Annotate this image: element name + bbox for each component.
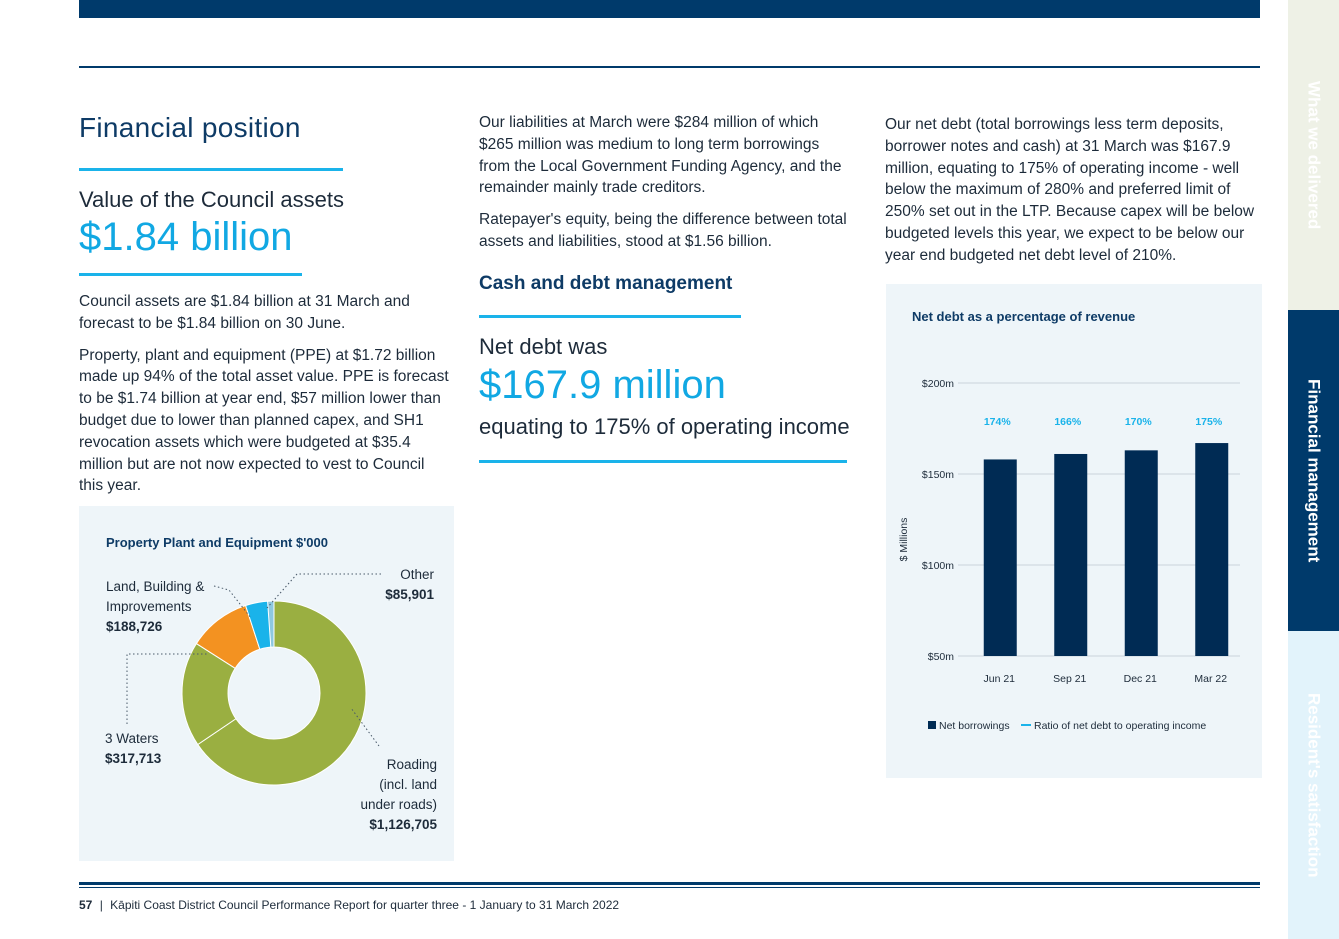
page-number: 57: [79, 898, 93, 912]
top-banner: [79, 0, 1260, 18]
leader-line: [126, 653, 209, 724]
ppe-chart-title: Property Plant and Equipment $'000: [106, 535, 328, 550]
footer-rule-thin: [79, 887, 1260, 888]
slice-value: $85,901: [385, 587, 434, 602]
x-tick-label: Mar 22: [1194, 673, 1227, 685]
assets-label: Value of the Council assets: [79, 187, 344, 212]
assets-paragraph: Council assets are $1.84 billion at 31 M…: [79, 293, 410, 332]
slice-label: Improvements: [106, 599, 192, 614]
netdebt-chart-title: Net debt as a percentage of revenue: [912, 309, 1136, 324]
cash-debt-underline: [479, 314, 741, 318]
tab-residents-satisfaction[interactable]: Resident's satisfaction: [1288, 631, 1339, 939]
tab-label: What we delivered: [1304, 80, 1324, 230]
liabilities-paragraph: Our liabilities at March were $284 milli…: [479, 114, 842, 197]
pie-slice: [267, 600, 275, 648]
x-tick-label: Sep 21: [1053, 673, 1086, 685]
bar: [1124, 450, 1158, 656]
slice-value: $1,126,705: [369, 817, 437, 832]
assets-underline: [79, 273, 302, 276]
y-tick-label: $200m: [922, 378, 954, 390]
tab-financial-management[interactable]: Financial management: [1288, 310, 1339, 631]
netdebt-value: $167.9 million: [479, 362, 726, 407]
column-right: Our net debt (total borrowings less term…: [885, 114, 1261, 267]
ratio-label: 174%: [984, 416, 1012, 428]
y-axis-label: $ Millions: [898, 518, 910, 562]
page-title: Financial position: [79, 112, 301, 143]
footer-rule: [79, 882, 1260, 885]
netdebt-chart-panel: Net debt as a percentage of revenue $50m…: [886, 284, 1262, 778]
ppe-paragraph: Property, plant and equipment (PPE) at $…: [79, 346, 449, 495]
y-tick-label: $100m: [922, 560, 954, 572]
slice-label: Land, Building &: [106, 579, 204, 594]
legend-label: Ratio of net debt to operating income: [1034, 720, 1206, 732]
netdebt-label: Net debt was: [479, 333, 608, 359]
netdebt-underline: [479, 459, 847, 463]
tab-label: Financial management: [1304, 378, 1324, 563]
tab-label: Resident's satisfaction: [1304, 692, 1324, 878]
netdebt-subtext: equating to 175% of operating income: [479, 413, 850, 439]
slice-label: (incl. land: [379, 777, 437, 792]
ratio-label: 175%: [1195, 416, 1223, 428]
slice-label: Roading: [387, 757, 437, 772]
y-tick-label: $50m: [928, 651, 955, 663]
netdebt-paragraph: Our net debt (total borrowings less term…: [885, 116, 1255, 264]
slice-label: Other: [400, 567, 434, 582]
ratio-label: 170%: [1125, 416, 1153, 428]
cash-debt-heading: Cash and debt management: [479, 272, 733, 294]
title-underline: [79, 168, 343, 171]
footer-text: Kāpiti Coast District Council Performanc…: [110, 898, 620, 912]
netdebt-bar-chart: $50m $100m $150m $200m $ Millions 174% Jun 21 1…: [898, 378, 1240, 732]
ratio-label: 166%: [1054, 416, 1082, 428]
x-tick-label: Jun 21: [983, 673, 1015, 685]
slice-label: 3 Waters: [105, 731, 159, 746]
leader-line: [213, 585, 252, 619]
slice-value: $188,726: [106, 619, 163, 634]
footer: 57 | Kāpiti Coast District Council Perfo…: [79, 898, 619, 912]
pie-slice: [197, 600, 367, 786]
leader-line: [266, 573, 381, 609]
column-middle: Our liabilities at March were $284 milli…: [479, 112, 851, 463]
legend-swatch: [928, 721, 936, 729]
ppe-donut-chart: Roading (incl. land under roads) $1,126,705…: [105, 567, 437, 832]
legend-label: Net borrowings: [939, 720, 1010, 732]
tab-what-we-delivered[interactable]: What we delivered: [1288, 0, 1339, 310]
slice-value: $317,713: [105, 751, 162, 766]
x-tick-label: Dec 21: [1124, 673, 1157, 685]
bar: [1195, 443, 1229, 656]
header-rule: [79, 66, 1260, 68]
ppe-chart-panel: Property Plant and Equipment $'000 Roadi…: [79, 506, 454, 861]
bar: [983, 459, 1017, 656]
bar: [1054, 453, 1088, 656]
y-tick-label: $150m: [922, 469, 954, 481]
equity-paragraph: Ratepayer's equity, being the difference…: [479, 211, 847, 250]
column-left: Financial position Value of the Council …: [79, 110, 451, 497]
assets-value: $1.84 billion: [79, 215, 293, 259]
footer-separator: |: [99, 898, 103, 912]
slice-label: under roads): [360, 797, 437, 812]
